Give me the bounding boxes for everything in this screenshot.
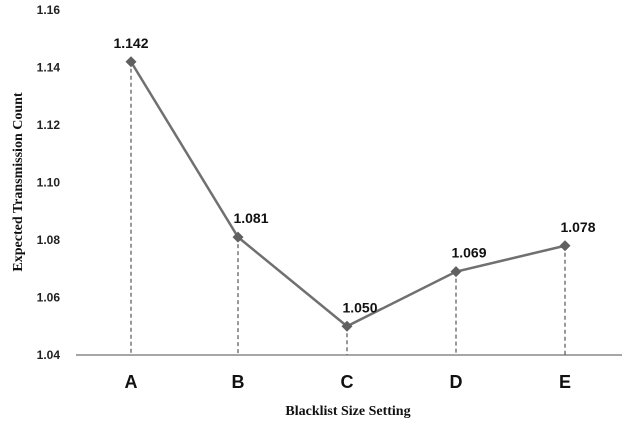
x-tick-label: B	[232, 372, 245, 392]
y-axis-ticks: 1.04 1.06 1.08 1.10 1.12 1.14 1.16	[37, 3, 61, 362]
drop-lines	[130, 61, 566, 355]
y-tick-label: 1.04	[37, 348, 61, 362]
y-tick-label: 1.06	[37, 291, 61, 305]
y-tick-label: 1.10	[37, 176, 61, 190]
x-tick-label: A	[125, 372, 138, 392]
data-label: 1.050	[342, 299, 377, 315]
series-line	[129, 61, 566, 328]
y-tick-label: 1.14	[37, 61, 61, 75]
y-tick-label: 1.16	[37, 3, 61, 17]
x-axis-title: Blacklist Size Setting	[285, 404, 410, 419]
data-point-marker	[125, 56, 137, 68]
y-tick-label: 1.12	[37, 118, 61, 132]
data-label: 1.081	[233, 210, 268, 226]
x-tick-label: D	[450, 372, 463, 392]
data-labels: 1.142 1.081 1.050 1.069 1.078	[113, 35, 595, 316]
data-label: 1.078	[560, 219, 595, 235]
data-point-marker	[341, 320, 353, 332]
x-tick-label: E	[559, 372, 571, 392]
data-markers	[125, 56, 571, 332]
data-point-marker	[232, 231, 244, 243]
data-point-marker	[559, 240, 571, 252]
data-label: 1.142	[113, 35, 148, 51]
y-axis-title: Expected Transmission Count	[11, 92, 26, 272]
x-tick-label: C	[341, 372, 354, 392]
y-tick-label: 1.08	[37, 233, 61, 247]
data-point-marker	[450, 266, 462, 278]
x-axis-ticks: A B C D E	[125, 372, 572, 392]
data-label: 1.069	[451, 245, 486, 261]
